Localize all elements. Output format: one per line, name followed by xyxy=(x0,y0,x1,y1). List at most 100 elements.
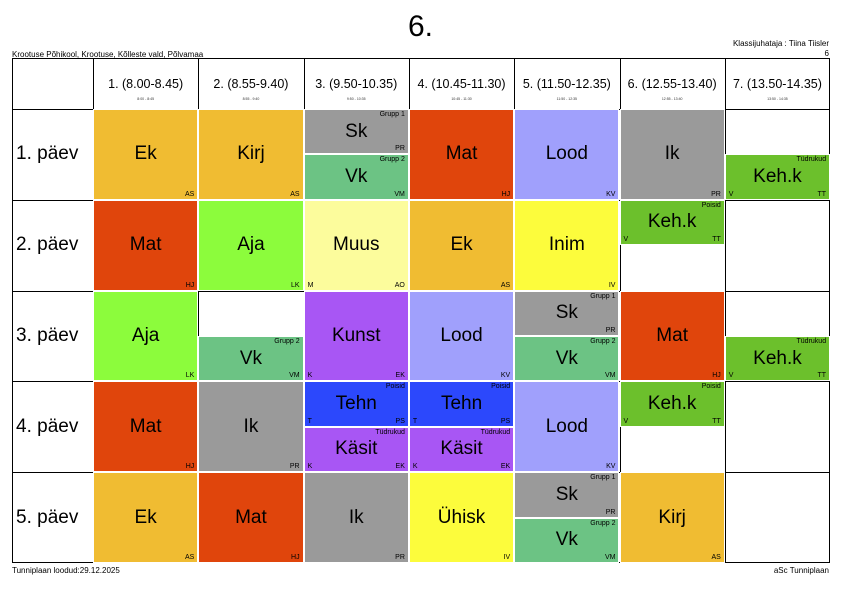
lesson-card[interactable]: Käsit Tüdrukud EK K xyxy=(408,426,515,473)
lesson-card[interactable]: Aja LK xyxy=(198,199,304,291)
lesson-teacher: AS xyxy=(290,190,300,198)
lesson-card[interactable]: Tehn Poisid PS T xyxy=(303,381,409,427)
lesson-subject: Mat xyxy=(129,415,162,437)
period-time: 9:50 - 10:35 xyxy=(346,97,366,101)
lesson-card[interactable]: Ek AS xyxy=(93,109,199,200)
lesson-group: Poisid xyxy=(385,383,405,391)
lesson-subject: Ik xyxy=(348,506,364,528)
lesson-teacher: HJ xyxy=(501,190,511,198)
period-header: 3. (9.50-10.35) 9:50 - 10:35 xyxy=(304,58,409,109)
app-brand: aSc Tunniplaan xyxy=(773,566,829,575)
period-label: 7. (13.50-14.35) xyxy=(732,77,822,91)
lesson-card[interactable]: Lood KV xyxy=(514,381,620,473)
lesson-teacher: PR xyxy=(395,553,405,561)
lesson-card[interactable]: Ik PR xyxy=(198,381,304,473)
lesson-subject: Vk xyxy=(555,529,578,551)
period-time: 8:00 - 8:45 xyxy=(137,97,155,101)
lesson-subject: Sk xyxy=(555,302,578,324)
lesson-teacher: HJ xyxy=(185,463,195,471)
lesson-card[interactable]: Keh.k Poisid TT V xyxy=(619,381,725,427)
lesson-room: V xyxy=(623,236,629,244)
lesson-room: V xyxy=(728,190,734,198)
lesson-teacher: HJ xyxy=(712,372,721,380)
lesson-card[interactable]: Vk Grupp 2 VM xyxy=(514,517,620,563)
lesson-subject: Lood xyxy=(440,324,483,346)
lesson-teacher: VM xyxy=(289,372,300,380)
period-header: 7. (13.50-14.35) 13:50 - 14:35 xyxy=(725,58,830,109)
lesson-room: K xyxy=(412,463,418,471)
day-label: 1. päev xyxy=(16,143,79,165)
lesson-card[interactable]: Ik PR xyxy=(303,472,409,563)
lesson-subject: Aja xyxy=(131,324,160,346)
lesson-subject: Tehn xyxy=(440,393,483,415)
lesson-teacher: PR xyxy=(711,190,721,198)
lesson-card[interactable]: Sk Grupp 1 PR xyxy=(514,290,620,336)
lesson-subject: Keh.k xyxy=(647,393,697,415)
lesson-teacher: KV xyxy=(606,463,616,471)
lesson-subject: Lood xyxy=(545,143,588,165)
lesson-teacher: VM xyxy=(394,190,405,198)
period-time: 13:50 - 14:35 xyxy=(767,97,788,101)
period-label: 2. (8.55-9.40) xyxy=(213,77,289,91)
lesson-room: V xyxy=(728,372,734,380)
lesson-subject: Sk xyxy=(345,120,368,142)
lesson-card[interactable]: Keh.k Tüdrukud TT V xyxy=(724,154,831,200)
lesson-group: Poisid xyxy=(701,383,721,391)
lesson-card[interactable]: Ühisk IV xyxy=(408,472,515,563)
lesson-subject: Keh.k xyxy=(753,347,802,369)
lesson-subject: Kirj xyxy=(237,143,265,165)
period-label: 4. (10.45-11.30) xyxy=(417,77,506,91)
lesson-room: M xyxy=(307,281,314,289)
lesson-card[interactable]: Mat HJ xyxy=(619,290,725,382)
lesson-card[interactable]: Ek AS xyxy=(408,199,515,291)
lesson-card[interactable]: Keh.k Tüdrukud TT V xyxy=(724,336,831,382)
lesson-subject: Mat xyxy=(129,234,162,256)
lesson-card[interactable]: Kunst EK K xyxy=(303,290,409,382)
lesson-subject: Keh.k xyxy=(753,166,802,188)
lesson-subject: Kunst xyxy=(331,324,381,346)
lesson-card[interactable]: Sk Grupp 1 PR xyxy=(514,472,620,518)
lesson-card[interactable]: Käsit Tüdrukud EK K xyxy=(303,426,409,473)
lesson-card[interactable]: Lood KV xyxy=(408,290,515,382)
lesson-card[interactable]: Ik PR xyxy=(619,109,725,200)
lesson-card[interactable]: Aja LK xyxy=(93,290,199,382)
lesson-teacher: TT xyxy=(712,417,721,425)
lesson-card[interactable]: Inim IV xyxy=(514,199,620,291)
lesson-card[interactable]: Lood KV xyxy=(514,109,620,200)
lesson-card[interactable]: Sk Grupp 1 PR xyxy=(303,109,409,155)
period-label: 5. (11.50-12.35) xyxy=(522,77,611,91)
lesson-teacher: VM xyxy=(604,372,616,380)
lesson-card[interactable]: Vk Grupp 2 VM xyxy=(514,336,620,382)
period-label: 3. (9.50-10.35) xyxy=(315,77,398,91)
lesson-group: Tüdrukud xyxy=(375,428,405,436)
lesson-card[interactable]: Vk Grupp 2 VM xyxy=(303,154,409,200)
lesson-teacher: LK xyxy=(185,372,195,380)
lesson-card[interactable]: Mat HJ xyxy=(93,381,199,473)
lesson-card[interactable]: Muus AO M xyxy=(303,199,409,291)
lesson-card[interactable]: Mat HJ xyxy=(198,472,304,563)
lesson-card[interactable]: Keh.k Poisid TT V xyxy=(619,199,725,246)
period-label: 6. (12.55-13.40) xyxy=(627,77,717,91)
period-label: 1. (8.00-8.45) xyxy=(108,77,184,91)
lesson-card[interactable]: Kirj AS xyxy=(198,109,304,200)
lesson-subject: Mat xyxy=(445,143,478,165)
lesson-subject: Ik xyxy=(664,143,680,165)
lesson-card[interactable]: Tehn Poisid PS T xyxy=(408,381,515,427)
lesson-card[interactable]: Ek AS xyxy=(93,472,199,563)
lesson-subject: Käsit xyxy=(440,438,483,460)
lesson-subject: Vk xyxy=(239,347,263,369)
lesson-card[interactable]: Kirj AS xyxy=(619,472,725,563)
lesson-card[interactable]: Mat HJ xyxy=(408,109,515,200)
day-label: 4. päev xyxy=(16,415,79,437)
lesson-teacher: PR xyxy=(289,463,300,471)
lesson-card[interactable]: Vk Grupp 2 VM xyxy=(198,336,304,382)
lesson-subject: Tehn xyxy=(335,393,377,415)
lesson-teacher: TT xyxy=(817,190,827,198)
lesson-room: K xyxy=(307,372,313,380)
lesson-group: Grupp 1 xyxy=(590,292,616,300)
lesson-group: Grupp 2 xyxy=(379,156,405,164)
lesson-card[interactable]: Mat HJ xyxy=(93,199,199,291)
lesson-group: Tüdrukud xyxy=(796,338,827,345)
class-teacher-label: Klassijuhataja : Tiina Tiisler xyxy=(732,39,829,48)
lesson-subject: Kirj xyxy=(658,506,686,528)
